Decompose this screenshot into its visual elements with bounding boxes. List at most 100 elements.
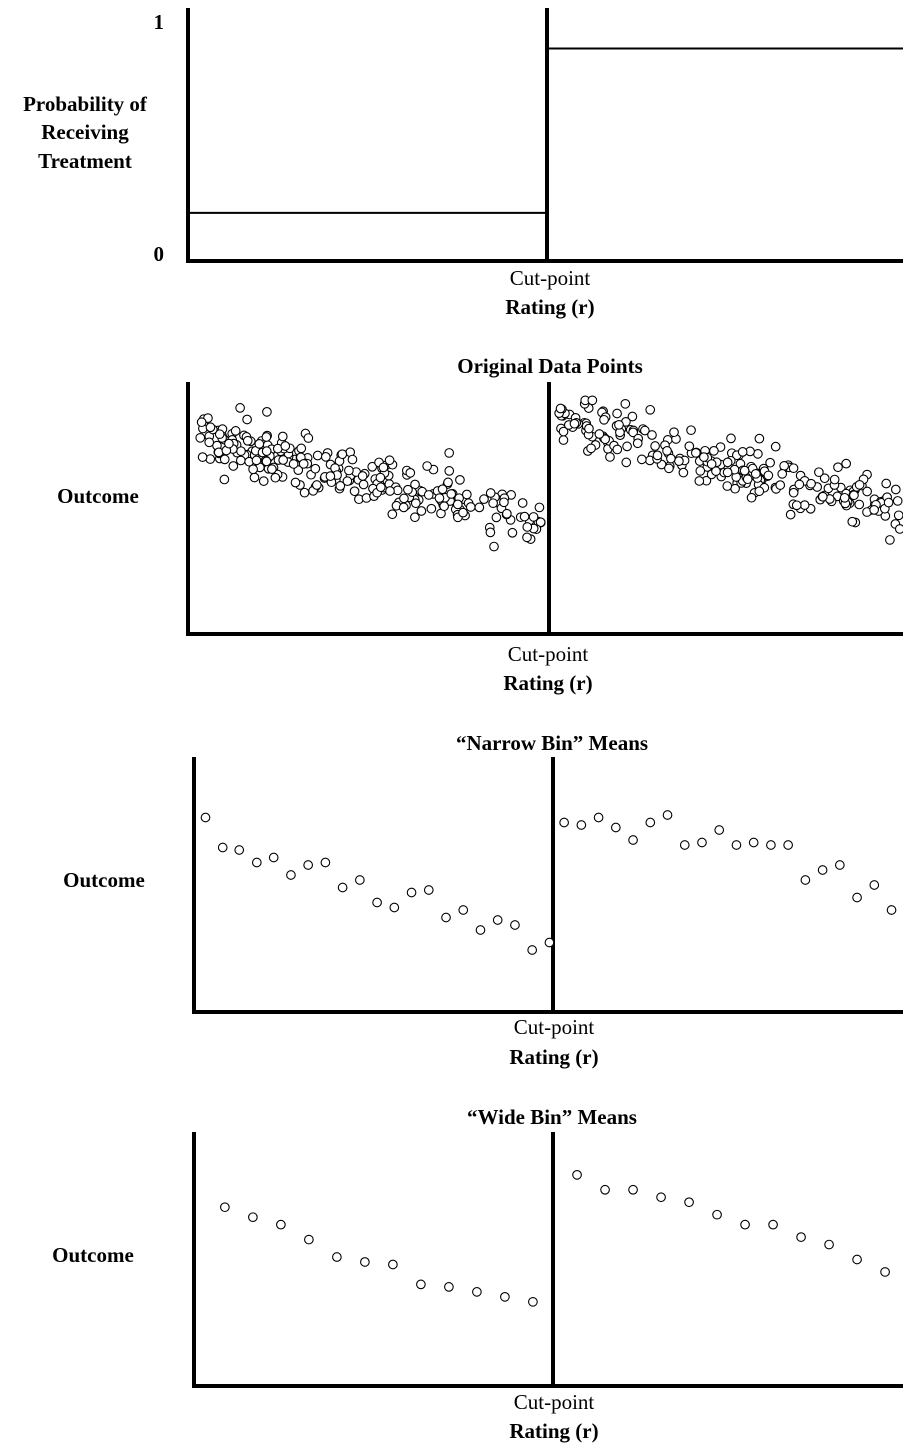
- wide-x-axis-title: Rating (r): [509, 1419, 598, 1443]
- original-point: [739, 465, 750, 476]
- narrow-bin-mean: [697, 837, 707, 848]
- wide-bin-mean: [388, 1259, 398, 1270]
- wide-bin-mean: [684, 1197, 694, 1208]
- original-point: [839, 492, 850, 503]
- wide-bin-mean: [304, 1234, 314, 1245]
- original-point: [325, 471, 336, 481]
- original-point: [892, 496, 903, 506]
- narrow-bin-mean: [372, 897, 382, 908]
- narrow-bin-mean: [800, 875, 811, 885]
- original-point: [485, 527, 496, 538]
- original-point: [777, 469, 788, 479]
- narrow-cutpoint-label: Cut-point: [514, 1015, 595, 1039]
- original-point: [367, 461, 378, 472]
- original-point: [678, 467, 689, 478]
- original-point: [491, 512, 502, 523]
- narrow-bin-mean: [679, 840, 690, 850]
- original-point: [599, 414, 609, 425]
- wide-bin-mean: [276, 1219, 286, 1230]
- original-point: [303, 433, 314, 443]
- original-point: [219, 454, 230, 465]
- original-point: [765, 457, 775, 468]
- narrow-bin-mean: [527, 945, 538, 955]
- wide-bin-mean: [572, 1169, 582, 1180]
- original-point: [706, 459, 717, 469]
- original-point: [849, 490, 859, 501]
- original-point: [754, 486, 765, 497]
- original-point: [686, 425, 696, 436]
- narrow-bin-mean: [662, 810, 673, 820]
- original-points: [195, 395, 903, 552]
- wide-bin-mean: [332, 1252, 342, 1262]
- original-point: [517, 498, 528, 508]
- original-point: [439, 501, 449, 512]
- original-point: [410, 498, 421, 509]
- wide-bin-mean: [220, 1202, 230, 1213]
- original-point: [443, 477, 453, 488]
- original-point: [248, 464, 258, 475]
- original-point: [694, 476, 705, 486]
- original-point: [479, 494, 489, 504]
- narrow-bin-mean: [268, 852, 279, 863]
- original-point: [594, 429, 605, 439]
- narrow-bin-mean: [559, 817, 569, 828]
- narrow-bin-mean: [406, 887, 417, 898]
- original-point: [242, 414, 252, 425]
- original-point: [378, 462, 389, 473]
- original-point: [814, 467, 824, 478]
- original-point: [320, 451, 331, 462]
- original-point: [214, 429, 225, 440]
- wide-bin-mean: [824, 1239, 834, 1250]
- original-point: [204, 437, 215, 448]
- narrow-bin-mean: [286, 870, 296, 880]
- original-point: [249, 472, 260, 483]
- original-point: [405, 468, 416, 478]
- original-point: [770, 441, 781, 452]
- original-point: [311, 480, 322, 490]
- original-point: [488, 498, 498, 509]
- original-point: [342, 476, 353, 486]
- wide-bin-mean: [796, 1232, 806, 1242]
- original-point: [621, 457, 632, 468]
- original-point: [799, 500, 810, 510]
- original-point: [398, 502, 409, 513]
- original-point: [347, 454, 358, 465]
- original-point: [219, 474, 230, 485]
- original-point: [854, 479, 865, 490]
- wide-bin-mean: [600, 1184, 610, 1195]
- original-point: [502, 508, 512, 519]
- original-point: [662, 446, 672, 456]
- original-point: [869, 505, 879, 515]
- original-point: [742, 474, 753, 485]
- original-point: [612, 444, 623, 455]
- wide-bin-mean: [472, 1287, 482, 1297]
- original-point: [883, 497, 894, 508]
- original-point: [555, 403, 566, 414]
- narrow-ylabel: Outcome: [63, 868, 145, 892]
- narrow-bin-mean: [234, 845, 245, 855]
- original-point: [507, 527, 518, 538]
- narrow-bin-mean: [714, 825, 725, 835]
- original-point: [461, 489, 472, 500]
- original-point: [384, 455, 395, 466]
- original-point: [344, 465, 354, 476]
- prob-cutpoint-label: Cut-point: [510, 266, 591, 290]
- prob-ylabel-line-1: Probability of: [23, 92, 148, 116]
- original-point: [278, 455, 289, 465]
- original-point: [403, 484, 413, 495]
- wide-bin-mean: [444, 1282, 454, 1292]
- original-point: [387, 509, 398, 520]
- original-point: [587, 395, 598, 406]
- original-point: [410, 512, 420, 523]
- original-point: [690, 447, 701, 458]
- original-point: [235, 403, 245, 413]
- wide-bin-mean: [360, 1257, 370, 1267]
- original-point: [737, 447, 748, 457]
- narrow-bin-mean: [852, 892, 862, 903]
- original-point: [709, 446, 719, 456]
- original-point: [664, 463, 674, 474]
- original-point: [881, 478, 892, 489]
- original-point: [750, 468, 761, 479]
- original-point: [647, 430, 657, 440]
- narrow-bin-mean: [423, 885, 434, 895]
